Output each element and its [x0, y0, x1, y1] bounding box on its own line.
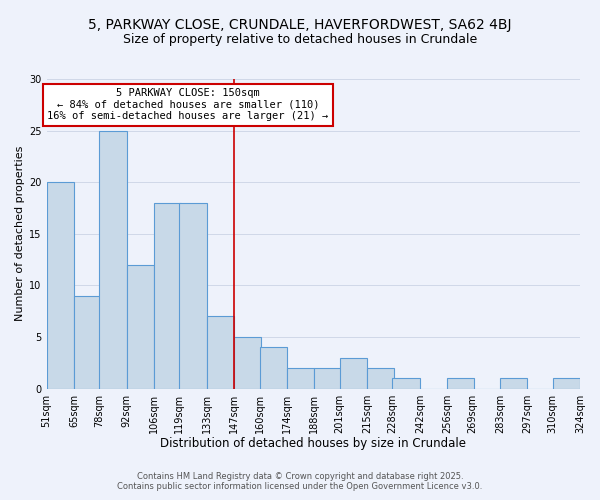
Text: Size of property relative to detached houses in Crundale: Size of property relative to detached ho…	[123, 32, 477, 46]
Bar	[500, 378, 527, 388]
Bar	[234, 337, 262, 388]
Bar	[392, 378, 420, 388]
Bar	[287, 368, 314, 388]
Bar	[127, 265, 154, 388]
Bar	[99, 130, 127, 388]
Bar	[154, 203, 181, 388]
X-axis label: Distribution of detached houses by size in Crundale: Distribution of detached houses by size …	[160, 437, 466, 450]
Bar	[367, 368, 394, 388]
Bar	[47, 182, 74, 388]
Bar	[260, 348, 287, 389]
Text: Contains HM Land Registry data © Crown copyright and database right 2025.: Contains HM Land Registry data © Crown c…	[137, 472, 463, 481]
Text: Contains public sector information licensed under the Open Government Licence v3: Contains public sector information licen…	[118, 482, 482, 491]
Bar	[553, 378, 580, 388]
Bar	[179, 203, 207, 388]
Bar	[74, 296, 101, 388]
Y-axis label: Number of detached properties: Number of detached properties	[15, 146, 25, 322]
Bar	[314, 368, 341, 388]
Bar	[207, 316, 234, 388]
Text: 5, PARKWAY CLOSE, CRUNDALE, HAVERFORDWEST, SA62 4BJ: 5, PARKWAY CLOSE, CRUNDALE, HAVERFORDWES…	[88, 18, 512, 32]
Text: 5 PARKWAY CLOSE: 150sqm
← 84% of detached houses are smaller (110)
16% of semi-d: 5 PARKWAY CLOSE: 150sqm ← 84% of detache…	[47, 88, 329, 122]
Bar	[340, 358, 367, 388]
Bar	[447, 378, 475, 388]
